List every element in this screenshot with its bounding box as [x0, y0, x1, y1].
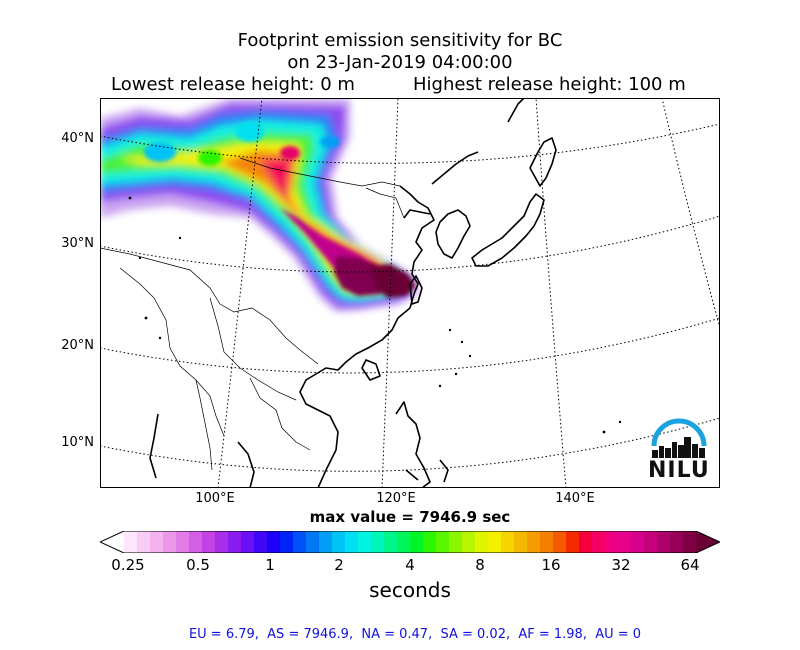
- colorbar-cell: [683, 531, 697, 553]
- nilu-logo-icon: [651, 418, 707, 458]
- lat-label-40n: 40°N: [61, 131, 94, 146]
- highest-release-height: Highest release height: 100 m: [413, 74, 686, 95]
- colorbar-cell: [527, 531, 541, 553]
- colorbar-cell: [410, 531, 424, 553]
- colorbar-cell: [254, 531, 268, 553]
- colorbar-cell: [462, 531, 476, 553]
- colorbar-cell: [618, 531, 632, 553]
- colorbar-tick: 2: [334, 556, 344, 574]
- colorbar-tick: 4: [405, 556, 415, 574]
- coastlines: [149, 98, 557, 488]
- colorbar-tick: 1: [265, 556, 275, 574]
- colorbar-extend-low: [100, 531, 124, 553]
- colorbar-cell: [566, 531, 580, 553]
- colorbar-cell: [228, 531, 242, 553]
- colorbar: [100, 531, 720, 553]
- nilu-logo-arc: [651, 418, 707, 447]
- colorbar-cell: [501, 531, 515, 553]
- colorbar-tick: 8: [475, 556, 485, 574]
- colorbar-tick: 0.25: [111, 556, 145, 574]
- colorbar-cell: [345, 531, 359, 553]
- colorbar-cell: [449, 531, 463, 553]
- colorbar-cell: [514, 531, 528, 553]
- lat-label-30n: 30°N: [61, 236, 94, 251]
- colorbar-cell: [306, 531, 320, 553]
- colorbar-cell: [657, 531, 671, 553]
- colorbar-cell: [176, 531, 190, 553]
- colorbar-cell: [150, 531, 164, 553]
- nilu-logo-text: NILU: [648, 458, 710, 483]
- colorbar-cell: [215, 531, 229, 553]
- colorbar-cell: [137, 531, 151, 553]
- lon-label-140e: 140°E: [555, 491, 595, 506]
- colorbar-cell: [124, 531, 138, 553]
- colorbar-cells: [100, 531, 720, 553]
- colorbar-cell: [553, 531, 567, 553]
- colorbar-cell: [540, 531, 554, 553]
- map-panel: [100, 98, 720, 488]
- colorbar-cell: [631, 531, 645, 553]
- colorbar-cell: [670, 531, 684, 553]
- max-value-label: max value = 7946.9 sec: [309, 508, 511, 526]
- borders: [100, 157, 405, 471]
- plot-date: on 23-Jan-2019 04:00:00: [287, 52, 513, 73]
- colorbar-cell: [605, 531, 619, 553]
- footprint-field: [100, 98, 418, 312]
- plot-title: Footprint emission sensitivity for BC: [237, 30, 563, 51]
- colorbar-cell: [319, 531, 333, 553]
- colorbar-unit-label: seconds: [369, 578, 451, 602]
- colorbar-cell: [384, 531, 398, 553]
- colorbar-cell: [644, 531, 658, 553]
- region-stats: EU = 6.79, AS = 7946.9, NA = 0.47, SA = …: [188, 627, 642, 642]
- colorbar-cell: [280, 531, 294, 553]
- colorbar-cell: [592, 531, 606, 553]
- colorbar-cell: [332, 531, 346, 553]
- colorbar-cell: [579, 531, 593, 553]
- colorbar-cell: [202, 531, 216, 553]
- lon-label-120e: 120°E: [376, 491, 416, 506]
- colorbar-cell: [358, 531, 372, 553]
- lowest-release-height: Lowest release height: 0 m: [111, 74, 355, 95]
- lat-label-10n: 10°N: [61, 435, 94, 450]
- colorbar-cell: [163, 531, 177, 553]
- islands: [128, 196, 622, 434]
- lat-label-20n: 20°N: [61, 338, 94, 353]
- colorbar-cell: [371, 531, 385, 553]
- map-svg: [100, 98, 720, 488]
- colorbar-cell: [293, 531, 307, 553]
- colorbar-cell: [267, 531, 281, 553]
- colorbar-cell: [189, 531, 203, 553]
- colorbar-cell: [241, 531, 255, 553]
- graticule: [100, 98, 720, 488]
- colorbar-tick: 0.5: [186, 556, 210, 574]
- colorbar-extend-high: [696, 531, 720, 553]
- colorbar-cell: [488, 531, 502, 553]
- nilu-logo-skyline: [652, 437, 705, 458]
- colorbar-tick: 32: [611, 556, 631, 574]
- lon-label-100e: 100°E: [195, 491, 235, 506]
- colorbar-cell: [436, 531, 450, 553]
- colorbar-tick: 64: [680, 556, 700, 574]
- colorbar-cell: [475, 531, 489, 553]
- colorbar-tick: 16: [541, 556, 561, 574]
- colorbar-cell: [423, 531, 437, 553]
- colorbar-cell: [397, 531, 411, 553]
